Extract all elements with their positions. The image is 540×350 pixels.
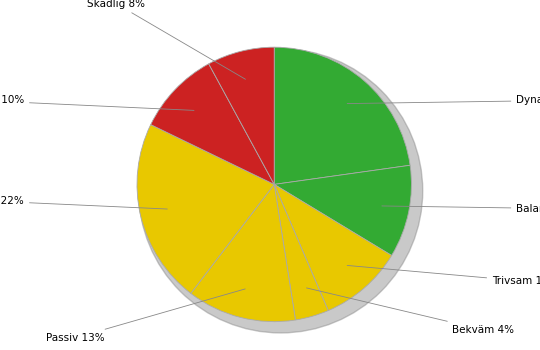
Wedge shape [274, 184, 392, 310]
Wedge shape [208, 47, 274, 184]
Wedge shape [274, 165, 411, 256]
Wedge shape [191, 184, 295, 322]
Ellipse shape [139, 49, 423, 333]
Text: Balanserad 11%: Balanserad 11% [382, 204, 540, 214]
Wedge shape [274, 47, 410, 184]
Text: Skadlig 8%: Skadlig 8% [87, 0, 246, 79]
Text: Trivsam 10%: Trivsam 10% [347, 265, 540, 286]
Wedge shape [151, 64, 274, 184]
Text: Passiv 13%: Passiv 13% [46, 289, 245, 343]
Text: Bekväm 4%: Bekväm 4% [307, 288, 514, 335]
Wedge shape [137, 125, 274, 293]
Text: Påfrestande 10%: Påfrestande 10% [0, 96, 194, 110]
Text: Dynamisk 23%: Dynamisk 23% [347, 96, 540, 105]
Wedge shape [274, 184, 328, 320]
Text: Hämmande 22%: Hämmande 22% [0, 196, 167, 209]
